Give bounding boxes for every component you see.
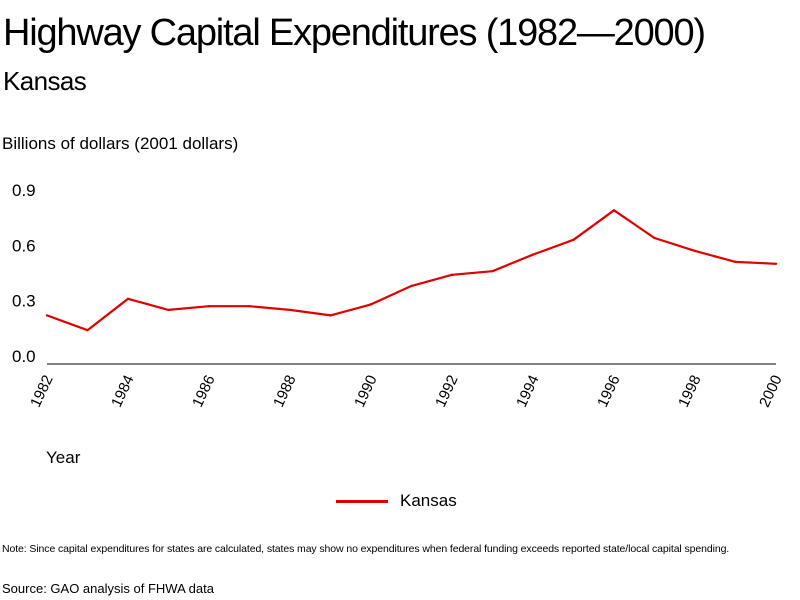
data-point — [491, 269, 494, 273]
x-tick-label: 1986 — [189, 373, 219, 410]
source-note: Source: GAO analysis of FHWA data — [2, 581, 214, 596]
y-tick-label: 0.3 — [12, 292, 36, 311]
x-tick-label: 1998 — [675, 373, 705, 410]
y-axis-label: Billions of dollars (2001 dollars) — [2, 134, 239, 153]
data-point — [329, 314, 332, 317]
data-point — [612, 209, 616, 212]
data-point — [410, 284, 413, 288]
data-point — [531, 253, 535, 256]
data-point — [653, 236, 656, 240]
legend-label: Kansas — [400, 491, 457, 510]
y-tick-label: 0.0 — [12, 347, 36, 366]
data-point — [86, 328, 89, 332]
data-point — [248, 305, 251, 308]
x-tick-label: 1988 — [270, 373, 300, 410]
x-tick-label: 1984 — [108, 373, 138, 410]
data-point — [369, 303, 373, 306]
data-point — [126, 297, 130, 301]
x-tick-label: 1982 — [27, 373, 57, 410]
x-tick-label: 1994 — [513, 373, 543, 410]
chart-title: Highway Capital Expenditures (1982—2000) — [3, 12, 706, 54]
data-point — [207, 305, 211, 308]
data-point — [734, 260, 737, 264]
legend: Kansas — [336, 490, 457, 512]
data-point — [693, 249, 697, 253]
data-point — [45, 314, 49, 317]
data-point — [167, 308, 170, 312]
chart-subtitle: Kansas — [3, 66, 87, 96]
x-tick-label: 2000 — [756, 373, 786, 410]
x-tick-label: 1996 — [594, 373, 624, 410]
x-tick-label: 1992 — [432, 373, 462, 410]
data-point — [450, 273, 454, 277]
data-point — [774, 262, 778, 265]
series-line-kansas — [46, 209, 777, 332]
data-point — [288, 308, 292, 312]
footnote: Note: Since capital expenditures for sta… — [2, 543, 730, 555]
x-tick-label: 1990 — [351, 373, 381, 410]
data-point — [572, 238, 575, 241]
x-axis-label: Year — [46, 448, 81, 467]
y-tick-label: 0.9 — [12, 181, 36, 200]
y-tick-label: 0.6 — [12, 236, 36, 255]
legend-swatch — [336, 499, 388, 503]
